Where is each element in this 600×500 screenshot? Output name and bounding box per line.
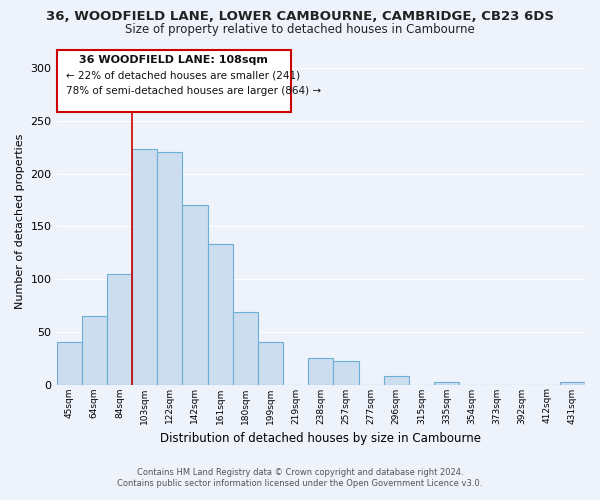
Bar: [434, 382, 459, 384]
Bar: [258, 342, 283, 384]
Text: Size of property relative to detached houses in Cambourne: Size of property relative to detached ho…: [125, 22, 475, 36]
Bar: [132, 150, 157, 384]
Text: 36 WOODFIELD LANE: 108sqm: 36 WOODFIELD LANE: 108sqm: [79, 56, 268, 66]
Text: 36, WOODFIELD LANE, LOWER CAMBOURNE, CAMBRIDGE, CB23 6DS: 36, WOODFIELD LANE, LOWER CAMBOURNE, CAM…: [46, 10, 554, 23]
Bar: [233, 312, 258, 384]
Bar: [334, 362, 359, 384]
Bar: [82, 316, 107, 384]
Bar: [157, 152, 182, 384]
Bar: [308, 358, 334, 384]
Bar: [107, 274, 132, 384]
Text: ← 22% of detached houses are smaller (241): ← 22% of detached houses are smaller (24…: [65, 71, 299, 81]
X-axis label: Distribution of detached houses by size in Cambourne: Distribution of detached houses by size …: [160, 432, 481, 445]
Bar: [208, 244, 233, 384]
Text: Contains HM Land Registry data © Crown copyright and database right 2024.
Contai: Contains HM Land Registry data © Crown c…: [118, 468, 482, 487]
Bar: [56, 342, 82, 384]
Bar: [560, 382, 585, 384]
Text: 78% of semi-detached houses are larger (864) →: 78% of semi-detached houses are larger (…: [65, 86, 320, 97]
Bar: [182, 205, 208, 384]
Y-axis label: Number of detached properties: Number of detached properties: [15, 134, 25, 308]
Bar: [383, 376, 409, 384]
